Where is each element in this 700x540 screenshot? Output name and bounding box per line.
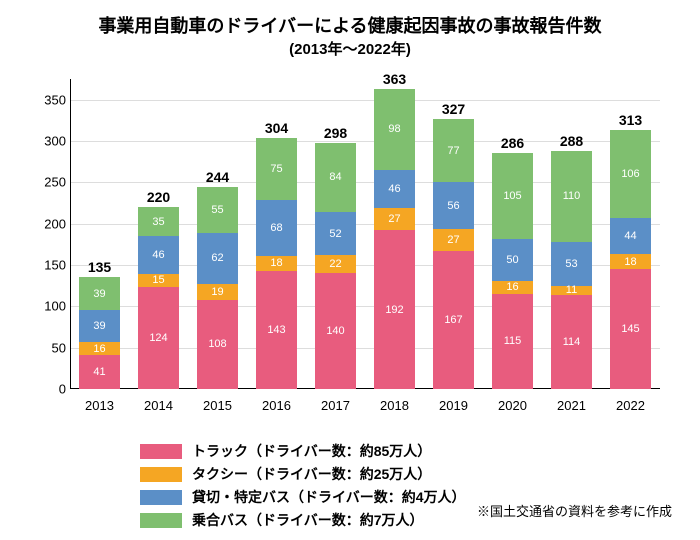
bars-container: 4116393913512415463522010819625524414318…	[70, 79, 660, 389]
bar-total-label: 286	[483, 135, 542, 151]
bar-segment-truck: 115	[492, 294, 533, 389]
bar-segment-truck: 140	[315, 273, 356, 389]
bar: 108196255244	[188, 187, 247, 389]
legend-swatch	[140, 490, 182, 505]
y-tick-label: 0	[30, 382, 66, 397]
bar: 167275677327	[424, 119, 483, 389]
bar-segment-charter: 50	[492, 239, 533, 280]
bar-segment-charter: 39	[79, 310, 120, 342]
bar: 124154635220	[129, 207, 188, 389]
bar: 41163939135	[70, 277, 129, 389]
footnote: ※国土交通省の資料を参考に作成	[477, 501, 672, 520]
bar-segment-truck: 41	[79, 355, 120, 389]
bar-segment-truck: 143	[256, 271, 297, 389]
bar-segment-charter: 52	[315, 212, 356, 255]
bar-segment-truck: 114	[551, 295, 592, 389]
legend-label: タクシー（ドライバー数：約25万人）	[192, 464, 431, 484]
y-tick-label: 200	[30, 216, 66, 231]
bar-total-label: 313	[601, 112, 660, 128]
bar-segment-route: 98	[374, 89, 415, 170]
bar: 143186875304	[247, 138, 306, 389]
x-tick-label: 2017	[306, 394, 365, 419]
legend-swatch	[140, 467, 182, 482]
bar-segment-route: 105	[492, 153, 533, 240]
legend-label: 乗合バス（ドライバー数：約7万人）	[192, 510, 424, 530]
legend-label: 貸切・特定バス（ドライバー数：約4万人）	[192, 487, 466, 507]
bar-total-label: 288	[542, 133, 601, 149]
x-tick-label: 2015	[188, 394, 247, 419]
bar-segment-route: 106	[610, 130, 651, 218]
bar-segment-charter: 68	[256, 200, 297, 256]
bar-segment-taxi: 18	[256, 256, 297, 271]
bar: 1151650105286	[483, 153, 542, 389]
bar-segment-taxi: 16	[492, 281, 533, 294]
x-tick-label: 2018	[365, 394, 424, 419]
bar-segment-route: 55	[197, 187, 238, 232]
bar-total-label: 363	[365, 71, 424, 87]
bar-total-label: 220	[129, 189, 188, 205]
y-tick-label: 150	[30, 258, 66, 273]
legend-item-truck: トラック（ドライバー数：約85万人）	[140, 441, 680, 461]
bar-total-label: 244	[188, 169, 247, 185]
x-tick-label: 2019	[424, 394, 483, 419]
bar-segment-truck: 192	[374, 230, 415, 389]
bar-segment-charter: 44	[610, 218, 651, 254]
bar-segment-charter: 46	[374, 170, 415, 208]
bar-segment-truck: 108	[197, 300, 238, 389]
bar-segment-route: 110	[551, 151, 592, 242]
y-tick-label: 350	[30, 92, 66, 107]
x-tick-label: 2016	[247, 394, 306, 419]
bar-segment-taxi: 11	[551, 286, 592, 295]
legend-swatch	[140, 444, 182, 459]
bar: 192274698363	[365, 89, 424, 389]
bar-segment-route: 75	[256, 138, 297, 200]
bar-segment-route: 35	[138, 207, 179, 236]
bar-segment-taxi: 27	[374, 208, 415, 230]
legend-swatch	[140, 513, 182, 528]
bar-segment-route: 39	[79, 277, 120, 309]
bar: 1141153110288	[542, 151, 601, 389]
chart: 050100150200250300350 411639391351241546…	[30, 69, 670, 419]
bar-segment-taxi: 16	[79, 342, 120, 355]
bar-segment-taxi: 15	[138, 274, 179, 286]
y-tick-label: 50	[30, 340, 66, 355]
x-axis-labels: 2013201420152016201720182019202020212022	[70, 394, 660, 419]
bar-segment-route: 77	[433, 119, 474, 183]
x-tick-label: 2020	[483, 394, 542, 419]
bar-segment-truck: 145	[610, 269, 651, 389]
y-tick-label: 300	[30, 134, 66, 149]
bar-segment-truck: 167	[433, 251, 474, 389]
legend-item-taxi: タクシー（ドライバー数：約25万人）	[140, 464, 680, 484]
y-tick-label: 250	[30, 175, 66, 190]
bar-segment-taxi: 18	[610, 254, 651, 269]
bar-total-label: 304	[247, 120, 306, 136]
bar-total-label: 298	[306, 125, 365, 141]
bar: 140225284298	[306, 143, 365, 389]
bar-segment-taxi: 19	[197, 284, 238, 300]
chart-subtitle: (2013年～2022年)	[20, 38, 680, 59]
legend-label: トラック（ドライバー数：約85万人）	[192, 441, 431, 461]
bar-total-label: 135	[70, 259, 129, 275]
x-tick-label: 2022	[601, 394, 660, 419]
x-tick-label: 2013	[70, 394, 129, 419]
y-tick-label: 100	[30, 299, 66, 314]
bar-segment-truck: 124	[138, 287, 179, 390]
x-tick-label: 2021	[542, 394, 601, 419]
bar-segment-route: 84	[315, 143, 356, 212]
bar-segment-taxi: 27	[433, 229, 474, 251]
bar-segment-charter: 56	[433, 182, 474, 228]
bar-total-label: 327	[424, 101, 483, 117]
bar-segment-taxi: 22	[315, 255, 356, 273]
bar-segment-charter: 62	[197, 233, 238, 284]
bar: 1451844106313	[601, 130, 660, 389]
bar-segment-charter: 46	[138, 236, 179, 274]
chart-title: 事業用自動車のドライバーによる健康起因事故の事故報告件数	[20, 12, 680, 38]
bar-segment-charter: 53	[551, 242, 592, 286]
x-tick-label: 2014	[129, 394, 188, 419]
